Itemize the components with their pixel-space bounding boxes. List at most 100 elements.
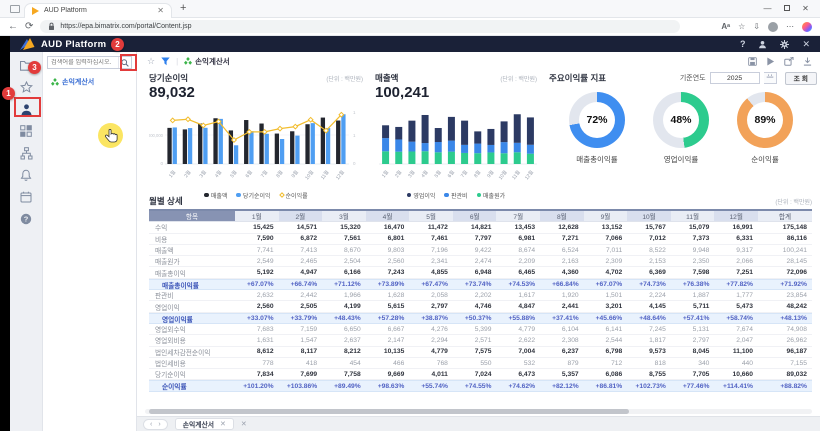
- table-cell: +33.07%: [246, 315, 274, 323]
- stack-segment: [474, 131, 482, 144]
- table-cell: 4,199: [343, 303, 361, 311]
- close-all-tabs-icon[interactable]: ✕: [240, 421, 247, 428]
- table-cell: 4,847: [518, 303, 536, 311]
- tree-item-income-statement[interactable]: 손익계산서: [47, 77, 132, 87]
- browser-tab[interactable]: AUD Platform ✕: [24, 2, 172, 18]
- table-title: 월별 상세: [149, 196, 183, 206]
- filter-funnel-icon[interactable]: [161, 57, 170, 66]
- tab-close-icon[interactable]: ✕: [157, 5, 164, 15]
- favorite-star-icon[interactable]: ☆: [147, 55, 156, 66]
- table-cell-total: 96,187: [786, 348, 807, 356]
- maximize-button[interactable]: [778, 1, 795, 16]
- column-header-month: 7월: [496, 211, 541, 222]
- tree-search-input[interactable]: [48, 59, 118, 66]
- table-cell: 4,746: [474, 303, 492, 311]
- run-play-icon[interactable]: [766, 56, 775, 66]
- new-tab-button[interactable]: +: [180, 2, 187, 14]
- close-window-button[interactable]: ✕: [802, 4, 809, 13]
- stack-segment: [408, 120, 416, 142]
- tab-close-icon[interactable]: ✕: [219, 421, 226, 428]
- table-cell: 2,202: [474, 291, 492, 299]
- downloads-icon[interactable]: ⇩: [753, 22, 760, 31]
- table-cell: 440: [741, 359, 753, 367]
- table-cell: 7,705: [692, 370, 710, 378]
- bar-revenue: [336, 120, 341, 164]
- aud-logo-icon: [20, 37, 35, 50]
- save-icon[interactable]: [748, 56, 757, 66]
- stack-segment: [395, 151, 403, 164]
- table-cell: 7,373: [692, 235, 710, 243]
- line-marker: [246, 128, 253, 135]
- table-cell: 2,544: [605, 336, 623, 344]
- bookmark-star-icon[interactable]: ☆: [738, 22, 746, 31]
- table-cell: 1,966: [343, 291, 361, 299]
- bar-net-income: [233, 145, 239, 164]
- table-cell: 14,571: [296, 223, 318, 231]
- calendar-picker-icon[interactable]: [763, 72, 777, 84]
- org-tree-icon[interactable]: [19, 146, 33, 160]
- back-icon[interactable]: ←: [8, 20, 18, 32]
- browser-menu-icon[interactable]: ⋯: [786, 22, 794, 31]
- svg-text:3월: 3월: [406, 169, 416, 179]
- calendar-icon[interactable]: [19, 190, 33, 204]
- stacked-chart-svg: 1월 2월 3월 4월 5월 6월 7월 8월 9월 10월 11월 12월: [379, 114, 537, 181]
- tab-scroll-right-icon[interactable]: ›: [158, 420, 161, 428]
- stack-segment: [421, 114, 429, 144]
- table-cell: 13,453: [514, 223, 536, 231]
- address-box[interactable]: https://epa.bimatrix.com/portal/Content.…: [40, 20, 681, 33]
- settings-gear-icon[interactable]: [780, 39, 790, 49]
- user-menu-icon[interactable]: [19, 102, 33, 116]
- table-cell: 8,045: [692, 348, 710, 356]
- table-cell: 8,612: [256, 348, 274, 356]
- donut-label: 매출총이익률: [576, 155, 618, 164]
- table-cell: 2,308: [561, 336, 579, 344]
- read-aloud-icon[interactable]: Aᵃ: [721, 22, 731, 31]
- toolbar-separator: |: [176, 56, 179, 66]
- table-cell: 7,683: [256, 325, 274, 333]
- query-button[interactable]: 조 회: [784, 71, 817, 85]
- svg-text:9월: 9월: [485, 169, 495, 179]
- help-icon[interactable]: ?: [739, 39, 746, 49]
- table-cell: +74.53%: [508, 281, 536, 289]
- minimize-button[interactable]: —: [763, 4, 772, 13]
- table-cell: 6,667: [387, 325, 405, 333]
- svg-text:1월: 1월: [380, 169, 390, 179]
- reload-icon[interactable]: ⟳: [25, 20, 34, 32]
- report-icon: [51, 78, 59, 86]
- svg-text:6월: 6월: [244, 169, 254, 179]
- table-cell: 2,560: [256, 303, 274, 311]
- table-cell: +89.49%: [334, 382, 361, 390]
- copilot-icon[interactable]: [802, 21, 812, 32]
- net-income-title: 당기순이익: [149, 73, 189, 83]
- profile-avatar[interactable]: [768, 21, 778, 32]
- revenue-unit: (단위 : 백만원): [500, 76, 537, 83]
- dashboard-content: 당기순이익 (단위 : 백만원) 89,032 6,000,000,000011…: [137, 70, 820, 407]
- row-label: 매출총이익: [155, 270, 186, 278]
- horizontal-scrollbar[interactable]: [145, 407, 812, 416]
- table-cell: 7,590: [256, 235, 274, 243]
- close-app-icon[interactable]: ✕: [802, 38, 810, 49]
- dashboard-grid-icon[interactable]: [19, 124, 33, 138]
- share-icon[interactable]: [784, 56, 794, 66]
- line-marker: [276, 125, 284, 132]
- stack-segment: [421, 143, 429, 152]
- table-cell: 5,473: [736, 303, 753, 311]
- bell-icon[interactable]: [19, 168, 33, 182]
- table-row: 당기순이익 7,834 7,699 7,758 9,669 4,011 7,024 6,473…: [149, 369, 812, 381]
- scrollbar-thumb[interactable]: [149, 409, 630, 414]
- window-icon[interactable]: [10, 4, 20, 13]
- base-year-input[interactable]: [709, 72, 760, 84]
- stack-segment: [474, 153, 482, 164]
- help-circle-icon[interactable]: ?: [19, 212, 33, 226]
- star-icon[interactable]: [19, 80, 33, 94]
- table-cell: 6,948: [474, 269, 492, 277]
- download-icon[interactable]: [803, 56, 812, 66]
- report-tab-income-statement[interactable]: 손익계산서 ✕: [174, 418, 234, 430]
- user-icon[interactable]: [758, 40, 767, 49]
- bar-revenue: [244, 120, 249, 164]
- annotation-box-1: [14, 97, 41, 117]
- table-cell: +48.43%: [334, 315, 361, 323]
- table-cell: 2,797: [431, 303, 448, 311]
- tab-scroll-left-icon[interactable]: ‹: [150, 420, 153, 428]
- table-cell: 4,276: [431, 325, 448, 333]
